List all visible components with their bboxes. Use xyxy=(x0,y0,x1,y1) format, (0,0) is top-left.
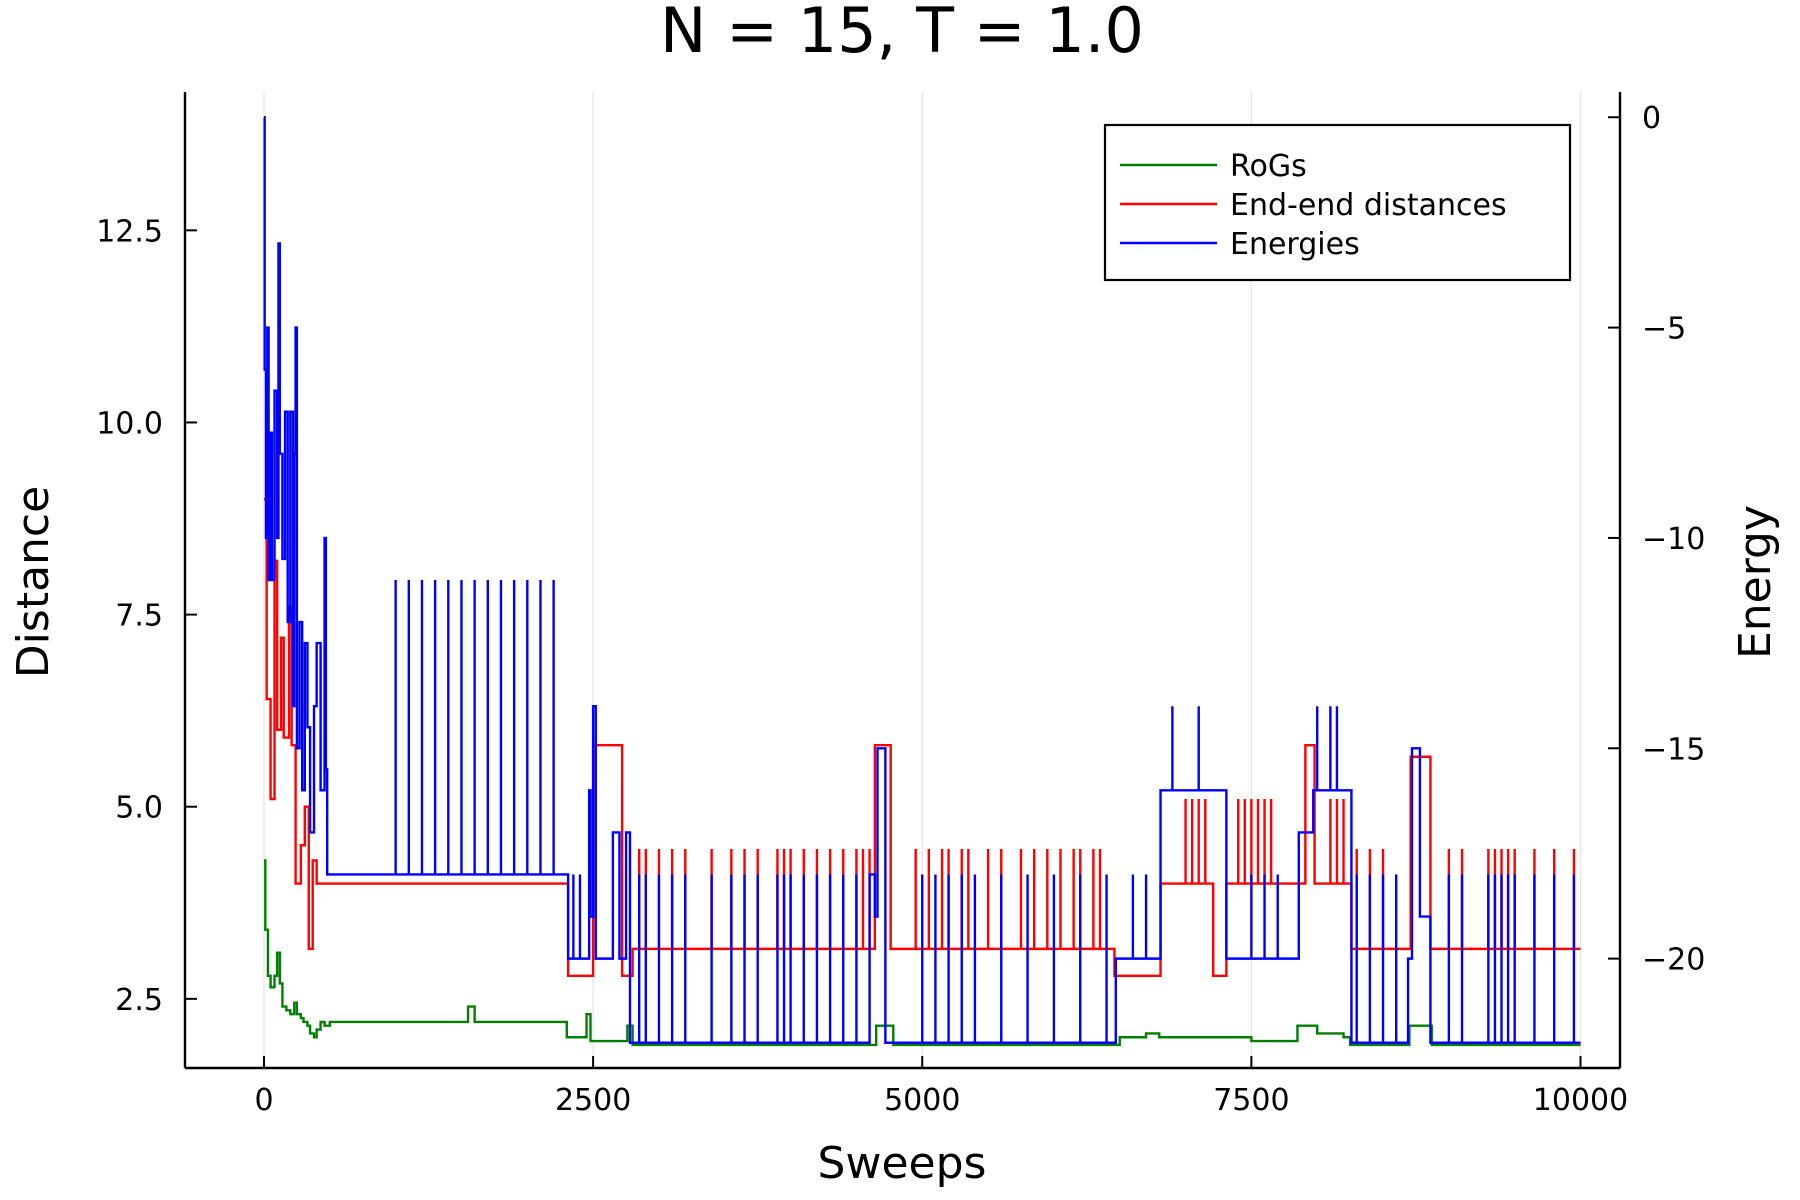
series-line xyxy=(263,859,1581,1047)
y2-tick-label: −15 xyxy=(1642,732,1705,767)
y-axis-label: Distance xyxy=(8,486,59,678)
legend-label: End-end distances xyxy=(1230,188,1507,223)
x-tick-label: 2500 xyxy=(555,1083,631,1118)
y-tick-label: 10.0 xyxy=(96,406,163,441)
legend: RoGs End-end distances Energies xyxy=(1103,123,1572,282)
y-tick-label: 12.5 xyxy=(96,214,163,249)
y-tick-label: 5.0 xyxy=(115,791,163,826)
x-tick-label: 10000 xyxy=(1533,1083,1628,1118)
x-tick-label: 7500 xyxy=(1213,1083,1289,1118)
legend-box xyxy=(1103,123,1572,282)
y2-tick-label: −5 xyxy=(1642,312,1686,347)
y2-axis-label: Energy xyxy=(1730,505,1781,659)
y-tick-label: 2.5 xyxy=(115,983,163,1018)
axes xyxy=(183,92,1622,1070)
tick-labels: 0 2500 5000 7500 10000 2.5 5.0 7.5 10.0 12.5 0 −5 −1… xyxy=(96,101,1705,1118)
legend-label: RoGs xyxy=(1230,149,1307,184)
y2-tick-label: −20 xyxy=(1642,943,1705,978)
series-line xyxy=(263,116,1581,1044)
y-tick-label: 7.5 xyxy=(115,599,163,634)
series-group xyxy=(263,116,1581,1047)
chart-title: N = 15, T = 1.0 xyxy=(660,0,1144,67)
series-rogs xyxy=(263,859,1581,1047)
legend-label: Energies xyxy=(1230,227,1360,262)
x-tick-label: 0 xyxy=(254,1083,273,1118)
series-line xyxy=(263,498,1581,977)
x-axis-label: Sweeps xyxy=(818,1138,987,1189)
series-energies xyxy=(263,116,1581,1044)
x-tick-label: 5000 xyxy=(884,1083,960,1118)
y2-tick-label: 0 xyxy=(1642,101,1661,136)
y2-tick-label: −10 xyxy=(1642,522,1705,557)
